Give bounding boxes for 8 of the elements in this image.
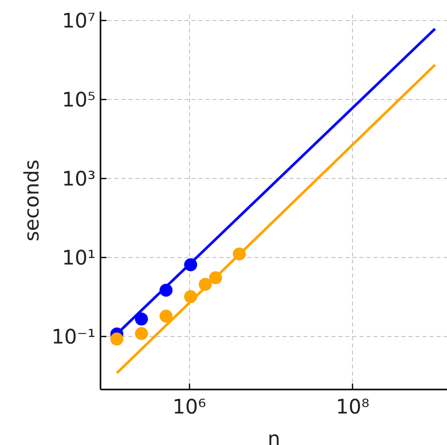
y-tick-label: 10⁷: [62, 8, 96, 33]
x-tick-label: 10⁶: [172, 394, 206, 418]
y-tick-label: 10⁵: [62, 88, 96, 112]
x-tick-label: 10⁸: [336, 394, 370, 418]
y-axis-title: seconds: [19, 160, 44, 242]
y-tick-label: 10³: [62, 166, 96, 191]
y-tick-label: 10¹: [62, 246, 96, 270]
y-tick-label: 10⁻¹: [51, 324, 96, 349]
